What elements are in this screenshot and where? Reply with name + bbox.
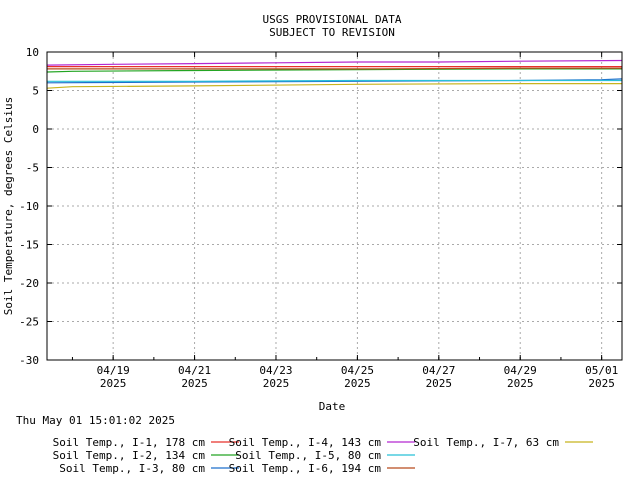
y-tick-label: -10 xyxy=(19,200,39,213)
series-line-6 xyxy=(47,67,622,70)
x-tick-label-date: 04/29 xyxy=(504,364,537,377)
x-tick-label-year: 2025 xyxy=(263,377,290,390)
plot-border xyxy=(46,51,623,361)
header-line-2: SUBJECT TO REVISION xyxy=(269,26,395,39)
x-tick-label-year: 2025 xyxy=(100,377,127,390)
header-line-1: USGS PROVISIONAL DATA xyxy=(262,13,401,26)
axes: 1050-5-10-15-20-25-3004/19202504/2120250… xyxy=(19,46,622,390)
y-tick-label: 0 xyxy=(32,123,39,136)
x-tick-label-year: 2025 xyxy=(344,377,371,390)
legend-label: Soil Temp., I-7, 63 cm xyxy=(413,436,559,449)
x-tick-label-year: 2025 xyxy=(426,377,453,390)
y-tick-label: -20 xyxy=(19,277,39,290)
legend-label: Soil Temp., I-6, 194 cm xyxy=(229,462,382,475)
y-tick-label: 10 xyxy=(26,46,39,59)
y-tick-label: 5 xyxy=(32,85,39,98)
x-tick-label-date: 05/01 xyxy=(585,364,618,377)
grid xyxy=(47,52,622,360)
x-tick-label-date: 04/21 xyxy=(178,364,211,377)
x-tick-label-year: 2025 xyxy=(588,377,615,390)
y-axis-label: Soil Temperature, degrees Celsius xyxy=(2,97,15,316)
timestamp: Thu May 01 15:01:02 2025 xyxy=(16,414,175,427)
x-tick-label-date: 04/25 xyxy=(341,364,374,377)
legend-label: Soil Temp., I-1, 178 cm xyxy=(53,436,206,449)
y-tick-label: -5 xyxy=(26,162,39,175)
legend-label: Soil Temp., I-3, 80 cm xyxy=(59,462,205,475)
series-lines xyxy=(46,59,623,89)
legend-label: Soil Temp., I-5, 80 cm xyxy=(235,449,381,462)
legend-label: Soil Temp., I-2, 134 cm xyxy=(53,449,206,462)
x-tick-label-year: 2025 xyxy=(181,377,208,390)
y-tick-label: -25 xyxy=(19,316,39,329)
y-tick-label: -30 xyxy=(19,354,39,367)
x-tick-label-date: 04/27 xyxy=(422,364,455,377)
x-tick-label-date: 04/23 xyxy=(259,364,292,377)
series-line-4 xyxy=(46,59,623,66)
series-line-5 xyxy=(47,79,622,82)
x-axis-label: Date xyxy=(319,400,346,413)
legend-label: Soil Temp., I-4, 143 cm xyxy=(229,436,382,449)
y-tick-label: -15 xyxy=(19,239,39,252)
x-tick-label-date: 04/19 xyxy=(97,364,130,377)
x-tick-label-year: 2025 xyxy=(507,377,534,390)
series-line-7 xyxy=(46,82,622,89)
series-line-2 xyxy=(46,68,622,73)
